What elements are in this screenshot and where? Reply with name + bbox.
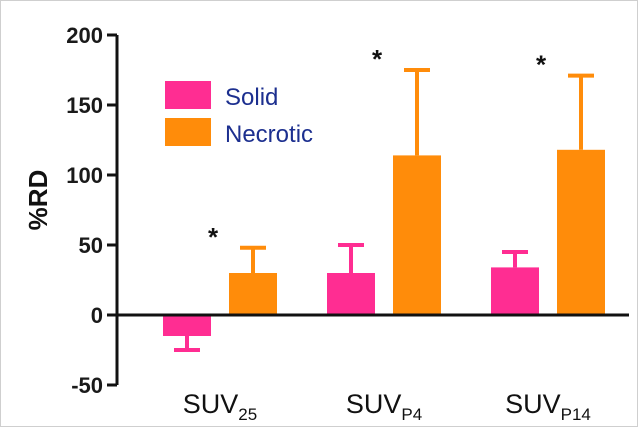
x-category-label: SUV25 xyxy=(183,389,257,424)
y-tick-label: 50 xyxy=(79,233,103,258)
x-category-label: SUVP14 xyxy=(505,389,591,424)
legend-label-necrotic: Necrotic xyxy=(225,121,313,148)
x-category-label: SUVP4 xyxy=(346,389,422,424)
legend: Solid Necrotic xyxy=(165,81,313,148)
y-tick-label: 100 xyxy=(66,163,103,188)
axes-layer xyxy=(115,35,629,385)
y-ticks: -50 0 50 100 150 200 xyxy=(66,23,117,398)
y-tick-label: -50 xyxy=(71,373,103,398)
bar-solid xyxy=(327,273,375,315)
legend-swatch-solid xyxy=(165,81,211,109)
y-axis-label: %RD xyxy=(23,170,53,231)
bar-necrotic xyxy=(557,149,605,315)
significance-asterisk: * xyxy=(208,222,219,252)
bar-solid xyxy=(163,315,211,336)
x-category-labels: SUV25 SUVP4 SUVP14 xyxy=(183,389,591,424)
bar-necrotic xyxy=(393,155,441,315)
y-tick-label: 200 xyxy=(66,23,103,48)
bars-layer xyxy=(163,68,605,352)
significance-asterisk: * xyxy=(372,44,383,74)
legend-swatch-necrotic xyxy=(165,118,211,146)
bar-solid xyxy=(491,267,539,315)
significance-annotations: * * * xyxy=(208,44,547,252)
legend-label-solid: Solid xyxy=(225,84,278,111)
y-tick-label: 150 xyxy=(66,93,103,118)
bar-necrotic xyxy=(229,273,277,315)
significance-asterisk: * xyxy=(536,50,547,80)
y-tick-label: 0 xyxy=(91,303,103,328)
